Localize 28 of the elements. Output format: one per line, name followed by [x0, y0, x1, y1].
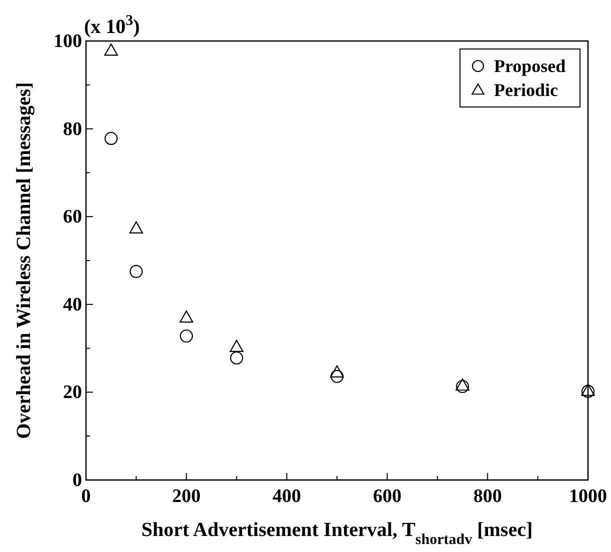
y-tick-label: 20 [63, 382, 82, 404]
y-tick-label: 0 [72, 470, 82, 491]
x-axis-title: Short Advertisement Interval, T$_{shortadv}$ [msec] [141, 519, 533, 548]
y-tick-label: 40 [63, 294, 82, 316]
point [330, 370, 344, 383]
legend-label: Proposed [494, 56, 566, 76]
point [330, 365, 344, 378]
point [129, 221, 144, 234]
point [456, 378, 470, 391]
legend-label: Periodic [494, 80, 558, 100]
x-tick-label: 200 [172, 486, 201, 507]
point [456, 380, 470, 394]
y-tick-label: 60 [63, 206, 82, 228]
point [230, 351, 244, 365]
x-tick-label: 1000 [569, 486, 607, 507]
y-tick-label: 80 [63, 118, 82, 140]
point [230, 340, 244, 352]
text: (x 10$^{3}$) [84, 13, 140, 38]
point [104, 132, 118, 146]
point [180, 310, 194, 323]
x-tick-label: 600 [372, 486, 402, 507]
x-tick-label: 400 [272, 486, 302, 507]
point [104, 44, 118, 56]
x-tick-label: 800 [473, 486, 502, 507]
point [130, 264, 143, 278]
y-axis-title: Overhead in Wireless Channel [messages] [13, 82, 35, 439]
point [180, 329, 193, 343]
y-tick-label: 100 [54, 31, 82, 52]
